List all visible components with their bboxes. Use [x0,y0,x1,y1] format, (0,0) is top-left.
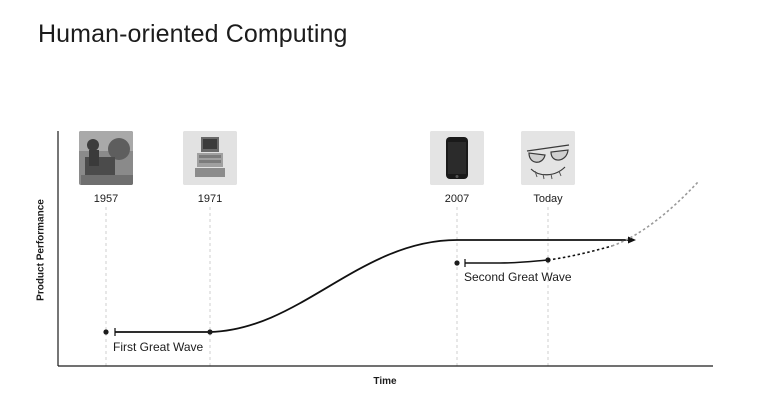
early-computer-photo-icon [79,131,133,185]
first-wave-curve [115,239,630,333]
first-wave-1971-dot [207,329,213,335]
second-wave-label: Second Great Wave [464,270,572,284]
milestone-label-today: Today [533,193,563,205]
second-wave-projection-grey [611,181,699,247]
second-wave-curve [465,259,549,264]
milestone-label-1957: 1957 [93,193,119,205]
first-wave-start-dot [103,329,109,335]
y-axis-label: Product Performance [35,199,47,301]
first-wave-label: First Great Wave [113,340,204,354]
personal-computer-photo-icon [183,131,237,185]
milestone-label-1971: 1971 [197,193,223,205]
x-axis-label: Time [373,376,397,387]
smart-glasses-sketch-icon [521,131,575,185]
smartphone-photo-icon [430,131,484,185]
milestone-label-2007: 2007 [444,193,470,205]
second-wave-start-dot [454,260,460,266]
slide-title: Human-oriented Computing [38,20,348,48]
second-wave-projection-black [547,245,613,261]
first-wave-arrowhead [628,236,636,244]
